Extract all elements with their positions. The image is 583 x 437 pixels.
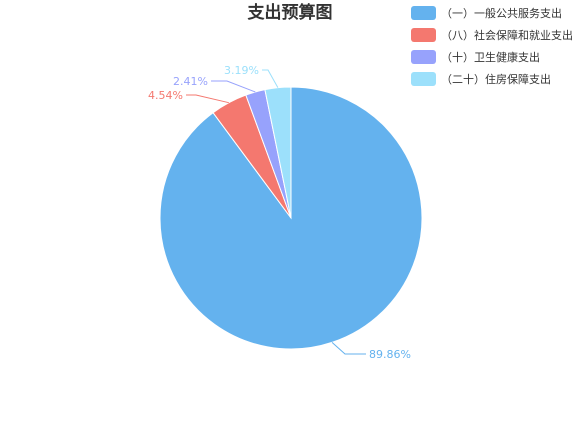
- legend-swatch[interactable]: [411, 6, 436, 20]
- legend-label[interactable]: （十）卫生健康支出: [441, 50, 540, 64]
- legend-label[interactable]: （八）社会保障和就业支出: [441, 28, 573, 42]
- legend-label[interactable]: （一）一般公共服务支出: [441, 6, 562, 20]
- legend-swatch[interactable]: [411, 28, 436, 42]
- leader-line: [262, 69, 279, 88]
- legend-swatch[interactable]: [411, 50, 436, 64]
- legend-label[interactable]: （二十）住房保障支出: [441, 72, 551, 86]
- legend-swatch[interactable]: [411, 72, 436, 86]
- pie-slice[interactable]: [264, 86, 292, 219]
- slice-percent-label: 3.19%: [224, 64, 259, 77]
- slice-percent-label: 4.54%: [148, 89, 183, 102]
- pie-slice[interactable]: [159, 86, 423, 350]
- pie-slices: [159, 86, 423, 350]
- legend: （一）一般公共服务支出 （八）社会保障和就业支出 （十）卫生健康支出 （二十）住房保障…: [411, 6, 573, 86]
- leader-line: [186, 94, 229, 104]
- leader-line: [211, 80, 256, 93]
- chart-title: 支出预算图: [248, 2, 333, 23]
- slice-labels: 89.86% 4.54%2.41% 3.19%: [148, 64, 411, 361]
- slice-percent-label: 89.86%: [369, 348, 411, 361]
- leader-line: [331, 342, 366, 355]
- slice-percent-label: 2.41%: [173, 75, 208, 88]
